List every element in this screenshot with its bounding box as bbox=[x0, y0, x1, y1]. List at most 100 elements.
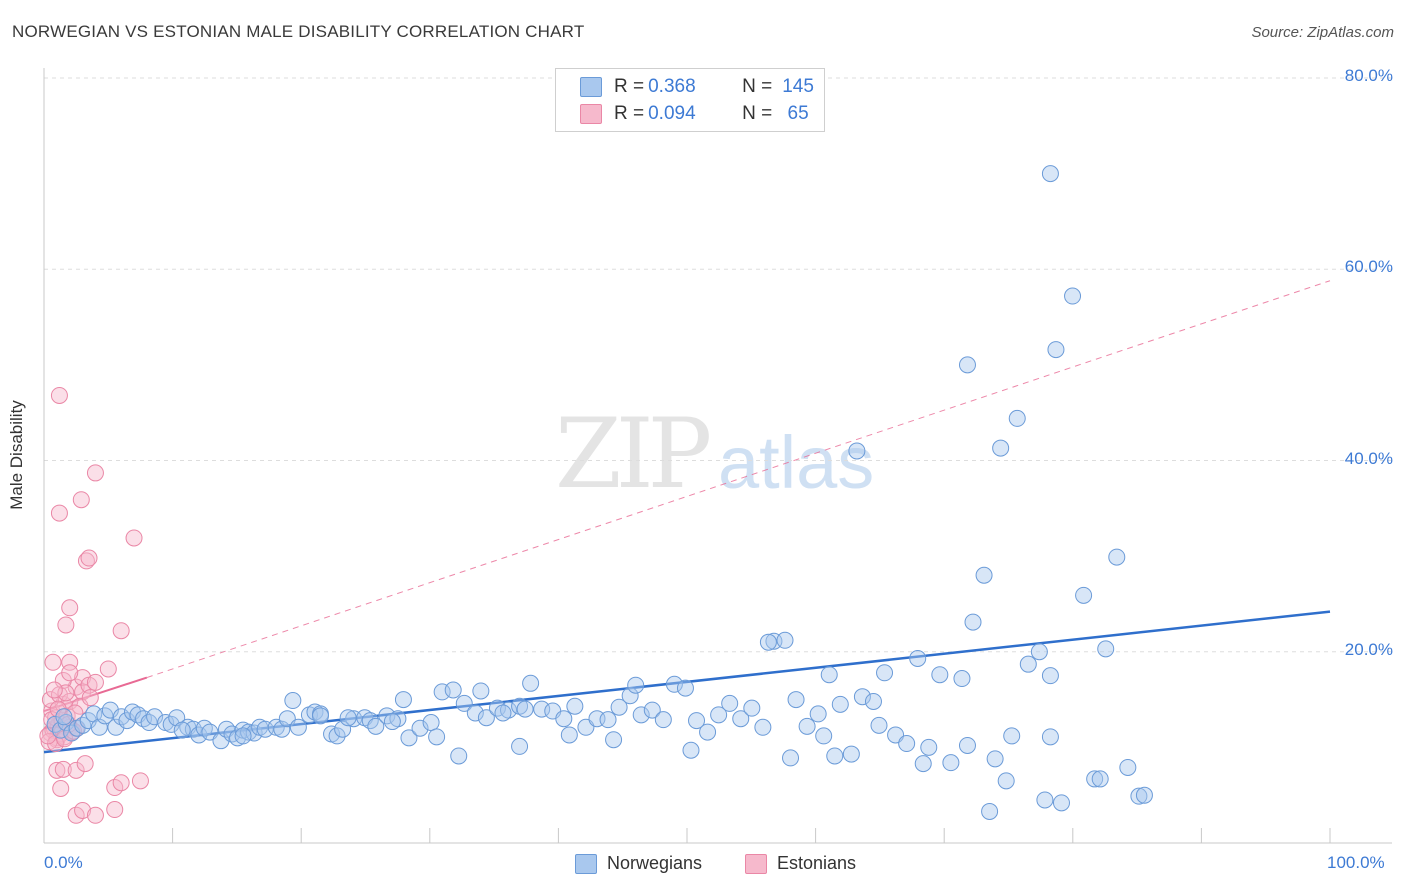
y-tick-label-60: 60.0% bbox=[1344, 257, 1393, 277]
watermark-atlas: atlas bbox=[718, 421, 875, 504]
norwegian-point bbox=[394, 691, 412, 709]
estonian-point bbox=[72, 491, 90, 509]
stats-legend: R = 0.368 N = 145 R = 0.094 N = 65 bbox=[555, 68, 825, 132]
norwegian-point bbox=[870, 716, 888, 734]
norwegian-point bbox=[1030, 643, 1048, 661]
legend-r-value: 0.094 bbox=[648, 103, 696, 124]
norwegian-point bbox=[842, 745, 860, 763]
norwegian-point bbox=[920, 738, 938, 756]
norwegian-point bbox=[1041, 165, 1059, 183]
estonian-point bbox=[131, 772, 149, 790]
x-tick-label-min: 0.0% bbox=[44, 853, 83, 872]
x-tick-label-max: 100.0% bbox=[1327, 853, 1385, 872]
estonian-point bbox=[61, 599, 79, 617]
estonian-point bbox=[54, 760, 72, 778]
y-tick-label-40: 40.0% bbox=[1344, 448, 1393, 468]
norwegian-point bbox=[942, 754, 960, 772]
norwegian-point bbox=[986, 750, 1004, 768]
norwegian-point bbox=[909, 649, 927, 667]
norwegian-point bbox=[676, 679, 694, 697]
legend-n-value: 65 bbox=[782, 103, 809, 124]
norwegian-point bbox=[898, 735, 916, 753]
norwegian-point bbox=[914, 755, 932, 773]
norwegian-point bbox=[654, 711, 672, 729]
norwegian-point bbox=[560, 726, 578, 744]
estonian-point bbox=[76, 755, 94, 773]
norwegian-point bbox=[118, 712, 136, 730]
norwegian-point bbox=[1008, 409, 1026, 427]
norwegian-trend-line bbox=[43, 610, 1331, 754]
norwegian-point bbox=[831, 695, 849, 713]
norwegian-point bbox=[516, 700, 534, 718]
bottom-legend-estonians: Estonians bbox=[745, 853, 856, 874]
norwegian-point bbox=[1003, 727, 1021, 745]
legend-row-norwegians: R = 0.368 N = 145 bbox=[580, 75, 814, 99]
norwegian-point bbox=[168, 709, 186, 727]
norwegian-point bbox=[776, 631, 794, 649]
norwegian-point bbox=[732, 710, 750, 728]
norwegian-point bbox=[466, 704, 484, 722]
norwegian-point bbox=[853, 688, 871, 706]
norwegian-point bbox=[665, 675, 683, 693]
norwegian-point bbox=[743, 699, 761, 717]
norwegian-swatch bbox=[580, 77, 602, 97]
norwegian-point bbox=[958, 736, 976, 754]
norwegian-point bbox=[455, 694, 473, 712]
estonian-point bbox=[44, 653, 62, 671]
norwegian-point bbox=[699, 723, 717, 741]
estonian-swatch bbox=[580, 104, 602, 124]
estonian-point bbox=[67, 761, 85, 779]
norwegian-point bbox=[826, 747, 844, 765]
norwegian-point bbox=[864, 692, 882, 710]
estonian-point bbox=[86, 806, 104, 824]
gridlines bbox=[44, 77, 1392, 653]
norwegian-point bbox=[931, 666, 949, 684]
norwegian-point bbox=[173, 721, 191, 739]
norwegian-point bbox=[234, 727, 252, 745]
legend-label-estonians: Estonians bbox=[777, 853, 857, 873]
norwegian-point bbox=[1047, 341, 1065, 359]
estonian-point bbox=[52, 779, 70, 797]
norwegian-point bbox=[820, 666, 838, 684]
norwegian-point bbox=[1019, 655, 1037, 673]
norwegian-point bbox=[1086, 770, 1104, 788]
norwegian-point bbox=[1119, 758, 1137, 776]
estonian-point bbox=[77, 552, 95, 570]
estonian-point bbox=[106, 801, 124, 819]
estonian-point bbox=[112, 774, 130, 792]
norwegian-point bbox=[621, 687, 639, 705]
norwegian-point bbox=[1108, 548, 1126, 566]
legend-r-value: 0.368 bbox=[648, 76, 696, 97]
norwegian-point bbox=[997, 772, 1015, 790]
norwegian-point bbox=[953, 670, 971, 688]
norwegian-point bbox=[367, 717, 385, 735]
watermark-zip: ZIP bbox=[555, 398, 712, 510]
norwegian-point bbox=[721, 694, 739, 712]
norwegian-point bbox=[289, 718, 307, 736]
estonian-point bbox=[50, 386, 68, 404]
norwegian-point bbox=[815, 727, 833, 745]
norwegian-point bbox=[632, 706, 650, 724]
norwegian-point bbox=[383, 713, 401, 731]
norwegian-point bbox=[754, 718, 772, 736]
norwegian-point bbox=[433, 683, 451, 701]
norwegian-point bbox=[964, 613, 982, 631]
norwegian-point bbox=[981, 802, 999, 820]
norwegian-point bbox=[450, 747, 468, 765]
estonian-point bbox=[50, 686, 68, 704]
legend-r-label: R = bbox=[614, 103, 645, 124]
norwegian-swatch bbox=[575, 853, 597, 874]
norwegian-point bbox=[422, 714, 440, 732]
norwegian-point bbox=[1097, 640, 1115, 658]
estonian-point bbox=[80, 549, 98, 567]
chart-title: NORWEGIAN VS ESTONIAN MALE DISABILITY CO… bbox=[12, 22, 585, 41]
norwegian-point bbox=[876, 664, 894, 682]
estonian-point bbox=[99, 660, 117, 678]
legend-row-estonians: R = 0.094 N = 65 bbox=[580, 102, 809, 126]
norwegian-point bbox=[809, 705, 827, 723]
norwegian-point bbox=[146, 708, 164, 726]
source-credit: Source: ZipAtlas.com bbox=[1251, 24, 1394, 41]
estonian-points bbox=[39, 386, 149, 824]
norwegian-point bbox=[273, 720, 291, 738]
